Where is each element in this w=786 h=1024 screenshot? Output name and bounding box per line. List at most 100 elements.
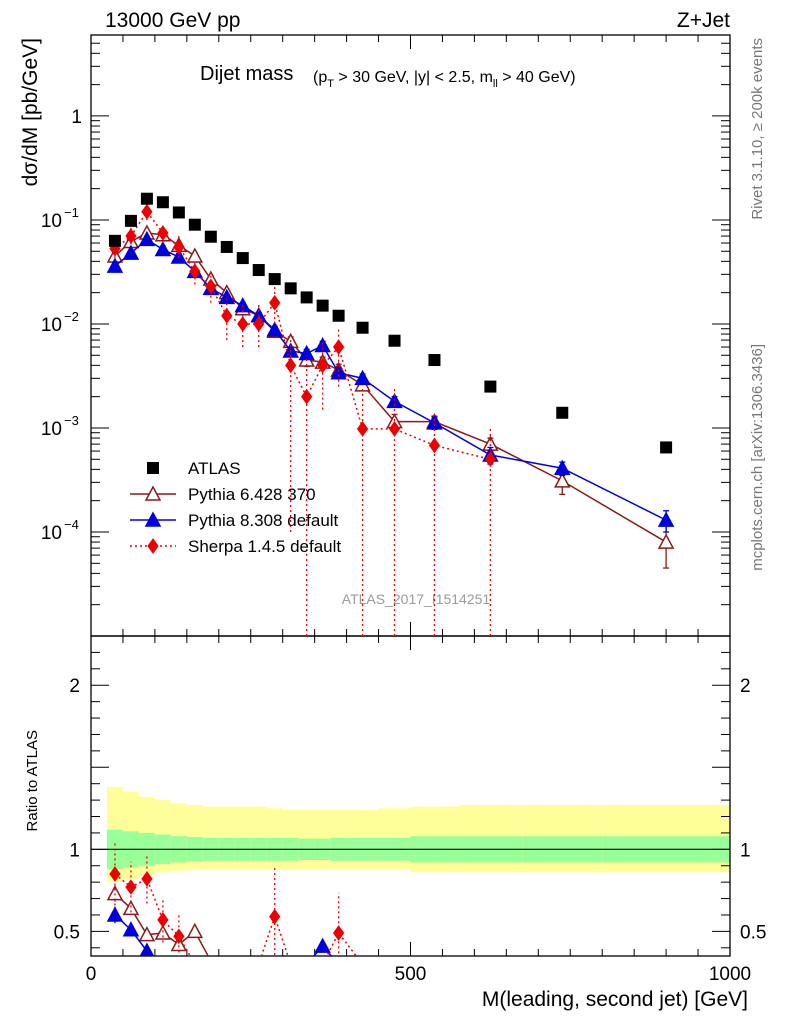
x-axis-title: M(leading, second jet) [GeV] bbox=[482, 988, 748, 1011]
series-point bbox=[266, 321, 283, 337]
series-point bbox=[173, 239, 185, 255]
series-point bbox=[301, 388, 313, 405]
ratio-series-point bbox=[154, 924, 172, 940]
legend-label: Pythia 8.308 default bbox=[188, 511, 339, 530]
series-point bbox=[428, 437, 441, 454]
x-tick-label: 500 bbox=[395, 964, 427, 985]
ratio-y-axis-title: Ratio to ATLAS bbox=[24, 730, 41, 831]
ratio-plot-data bbox=[106, 842, 358, 956]
ratio-y-tick-label: 0.5 bbox=[54, 922, 80, 943]
series-point bbox=[221, 307, 233, 324]
series-point bbox=[314, 336, 331, 353]
series-line bbox=[114, 238, 667, 521]
y-tick-exponent: −1 bbox=[64, 205, 79, 220]
series-point bbox=[657, 511, 675, 527]
y-tick-label: 10 bbox=[41, 419, 62, 440]
ratio-y-tick-label-right: 1 bbox=[740, 840, 751, 861]
series-point bbox=[269, 294, 281, 311]
ratio-series-point bbox=[157, 912, 169, 928]
atlas-data-point bbox=[172, 206, 185, 219]
x-tick-label: 0 bbox=[86, 964, 97, 985]
y-tick-exponent: −2 bbox=[64, 309, 79, 324]
ratio-uncertainty-bands bbox=[91, 786, 730, 883]
atlas-data-point bbox=[284, 282, 297, 295]
ratio-plot-frame bbox=[90, 635, 731, 957]
ratio-y-tick-label-right: 2 bbox=[740, 676, 751, 697]
atlas-data-point bbox=[124, 214, 137, 227]
atlas-data-point bbox=[252, 264, 265, 277]
atlas-data-point bbox=[300, 291, 313, 304]
series-point bbox=[426, 414, 443, 430]
series-point bbox=[554, 459, 571, 476]
atlas-data-point bbox=[140, 192, 153, 205]
ratio-series-point bbox=[269, 908, 281, 925]
analysis-label: ATLAS_2017_I1514251 bbox=[342, 591, 491, 607]
plot-title-cuts: (pT > 30 GeV, |y| < 2.5, mll > 40 GeV) bbox=[313, 69, 576, 90]
y-tick-exponent: −3 bbox=[64, 413, 79, 428]
series-point bbox=[484, 451, 496, 468]
legend-label: Sherpa 1.4.5 default bbox=[188, 537, 341, 556]
series-point bbox=[237, 316, 249, 332]
x-tick-label: 1000 bbox=[709, 964, 751, 985]
y-tick-exponent: −4 bbox=[64, 517, 79, 532]
series-point bbox=[317, 357, 329, 374]
atlas-data-point bbox=[156, 196, 169, 209]
legend-label: Pythia 6.428 370 bbox=[188, 485, 316, 504]
legend-label: ATLAS bbox=[188, 459, 241, 478]
ratio-series-line bbox=[114, 914, 333, 956]
series-point bbox=[554, 472, 571, 488]
atlas-data-point bbox=[484, 380, 497, 393]
series-point bbox=[106, 257, 124, 273]
y-axis-title: dσ/dM [pb/GeV] bbox=[19, 38, 42, 186]
ratio-series-point bbox=[125, 879, 137, 895]
series-point bbox=[285, 357, 297, 374]
main-plot-data bbox=[106, 192, 675, 636]
series-point bbox=[205, 278, 217, 295]
ratio-series-point bbox=[314, 937, 331, 953]
series-point bbox=[154, 240, 172, 257]
ratio-series-point bbox=[106, 906, 124, 922]
series-point bbox=[253, 316, 265, 332]
ratio-series-point bbox=[186, 922, 204, 939]
series-point bbox=[189, 263, 201, 280]
atlas-data-point bbox=[316, 299, 329, 312]
atlas-data-point bbox=[660, 441, 673, 454]
series-point bbox=[330, 364, 347, 380]
ratio-y-tick-label: 2 bbox=[69, 676, 80, 697]
ratio-series-point bbox=[122, 899, 140, 916]
atlas-data-point bbox=[108, 234, 121, 247]
atlas-data-point bbox=[220, 240, 233, 253]
series-point bbox=[388, 421, 401, 437]
ratio-series-point bbox=[332, 925, 345, 941]
atlas-data-point bbox=[236, 252, 249, 265]
legend-marker bbox=[144, 485, 162, 501]
ratio-series-point bbox=[122, 921, 140, 937]
ratio-series-line bbox=[114, 873, 358, 956]
legend-marker bbox=[144, 511, 162, 527]
main-plot-frame bbox=[90, 34, 731, 637]
atlas-data-point bbox=[188, 218, 201, 231]
series-point bbox=[125, 228, 137, 244]
legend-marker bbox=[147, 462, 159, 474]
atlas-data-point bbox=[388, 334, 401, 347]
y-tick-label: 10 bbox=[41, 211, 62, 232]
atlas-data-point bbox=[556, 406, 569, 419]
ratio-series-point bbox=[109, 866, 121, 882]
atlas-data-point bbox=[356, 321, 369, 334]
y-tick-label: 10 bbox=[41, 315, 62, 336]
series-point bbox=[657, 533, 675, 549]
header-collision-label: 13000 GeV pp bbox=[105, 9, 240, 32]
mcplots-label: mcplots.cern.ch [arXiv:1306.3436] bbox=[749, 344, 766, 571]
series-point bbox=[141, 203, 153, 220]
series-point bbox=[157, 225, 169, 241]
series-point bbox=[138, 230, 156, 247]
atlas-data-point bbox=[204, 230, 217, 243]
series-point bbox=[354, 369, 371, 386]
series-point bbox=[356, 421, 369, 437]
ratio-series-point bbox=[138, 926, 156, 942]
y-tick-label: 10 bbox=[41, 523, 62, 544]
ratio-series-point bbox=[139, 942, 155, 956]
atlas-data-point bbox=[268, 273, 281, 286]
series-point bbox=[186, 247, 204, 263]
